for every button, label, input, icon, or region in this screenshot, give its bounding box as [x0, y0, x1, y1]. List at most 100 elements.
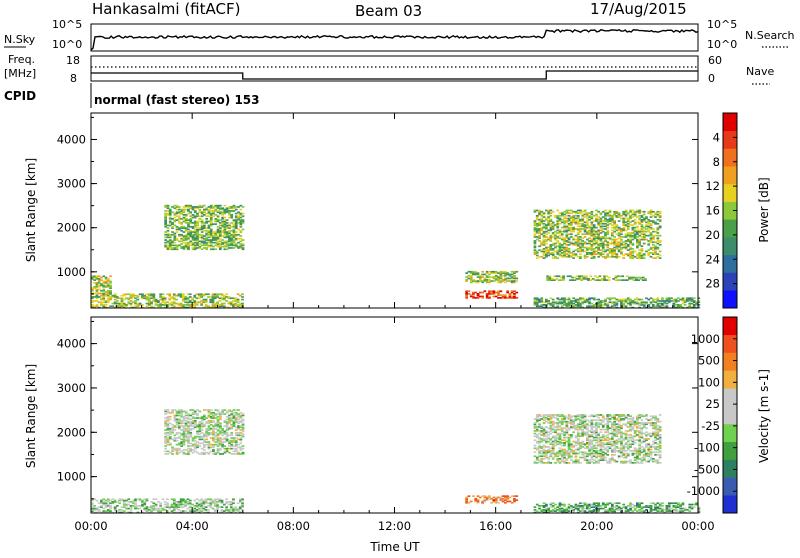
heatmap-cell	[210, 409, 213, 411]
heatmap-cell	[171, 439, 174, 441]
heatmap-cell	[591, 461, 594, 463]
heatmap-cell	[495, 271, 498, 273]
heatmap-cell	[597, 299, 600, 301]
heatmap-cell	[242, 219, 245, 221]
heatmap-cell	[622, 236, 625, 238]
heatmap-cell	[198, 500, 201, 502]
heatmap-cell	[511, 271, 514, 273]
heatmap-cell	[554, 233, 557, 235]
heatmap-cell	[536, 441, 539, 443]
heatmap-cell	[205, 213, 208, 215]
heatmap-cell	[196, 413, 199, 415]
heatmap-cell	[559, 421, 562, 423]
heatmap-cell	[189, 230, 192, 232]
heatmap-cell	[134, 297, 137, 299]
freq-panel-frame	[91, 56, 698, 81]
heatmap-cell	[228, 452, 231, 454]
heatmap-cell	[561, 297, 564, 299]
heatmap-cell	[164, 231, 167, 233]
heatmap-cell	[622, 438, 625, 440]
heatmap-cell	[550, 235, 553, 237]
heatmap-cell	[228, 435, 231, 437]
heatmap-cell	[205, 409, 208, 411]
heatmap-cell	[543, 216, 546, 218]
heatmap-cell	[595, 447, 598, 449]
heatmap-cell	[596, 279, 599, 281]
heatmap-cell	[561, 433, 564, 435]
heatmap-cell	[189, 205, 192, 207]
heatmap-cell	[228, 206, 231, 208]
heatmap-cell	[465, 279, 468, 281]
heatmap-cell	[141, 504, 144, 506]
heatmap-cell	[657, 219, 660, 221]
colorbar-swatch	[723, 237, 737, 255]
heatmap-cell	[130, 501, 133, 503]
heatmap-cell	[654, 216, 657, 218]
heatmap-cell	[235, 234, 238, 236]
heatmap-cell	[627, 421, 630, 423]
heatmap-cell	[187, 219, 190, 221]
heatmap-cell	[627, 418, 630, 420]
heatmap-cell	[187, 508, 190, 510]
heatmap-cell	[597, 417, 600, 419]
heatmap-cell	[547, 232, 550, 234]
heatmap-cell	[169, 217, 172, 219]
heatmap-cell	[581, 214, 584, 216]
heatmap-cell	[127, 297, 130, 299]
heatmap-cell	[167, 409, 170, 411]
heatmap-cell	[591, 297, 594, 299]
heatmap-cell	[223, 510, 226, 512]
heatmap-cell	[224, 217, 227, 219]
cpid-mode: normal (fast stereo) 153	[94, 93, 260, 107]
heatmap-cell	[602, 226, 605, 228]
heatmap-cell	[581, 223, 584, 225]
heatmap-cell	[645, 301, 648, 303]
heatmap-cell	[618, 450, 621, 452]
heatmap-cell	[486, 293, 489, 295]
heatmap-cell	[167, 225, 170, 227]
heatmap-cell	[568, 237, 571, 239]
heatmap-cell	[684, 304, 687, 306]
heatmap-cell	[579, 297, 582, 299]
heatmap-cell	[618, 455, 621, 457]
heatmap-cell	[620, 431, 623, 433]
heatmap-cell	[216, 501, 219, 503]
heatmap-cell	[171, 409, 174, 411]
heatmap-cell	[205, 417, 208, 419]
heatmap-cell	[619, 279, 622, 281]
heatmap-cell	[561, 222, 564, 224]
heatmap-cell	[116, 505, 119, 507]
heatmap-cell	[167, 230, 170, 232]
heatmap-cell	[551, 278, 554, 280]
heatmap-cell	[552, 226, 555, 228]
heatmap-cell	[622, 453, 625, 455]
heatmap-cell	[167, 416, 170, 418]
heatmap-cell	[647, 230, 650, 232]
heatmap-cell	[194, 210, 197, 212]
heatmap-cell	[189, 215, 192, 217]
heatmap-cell	[593, 215, 596, 217]
heatmap-cell	[632, 453, 635, 455]
heatmap-cell	[620, 239, 623, 241]
heatmap-cell	[540, 455, 543, 457]
heatmap-cell	[647, 243, 650, 245]
heatmap-cell	[171, 447, 174, 449]
heatmap-cell	[593, 439, 596, 441]
heatmap-cell	[100, 500, 103, 502]
heatmap-cell	[171, 453, 174, 455]
heatmap-cell	[563, 427, 566, 429]
heatmap-cell	[572, 450, 575, 452]
heatmap-cell	[549, 275, 552, 277]
heatmap-cell	[235, 209, 238, 211]
heatmap-cell	[558, 275, 561, 277]
heatmap-cell	[176, 448, 179, 450]
heatmap-cell	[214, 209, 217, 211]
heatmap-cell	[536, 297, 539, 299]
heatmap-cell	[620, 299, 623, 301]
heatmap-cell	[657, 297, 660, 299]
heatmap-cell	[629, 459, 632, 461]
heatmap-cell	[570, 216, 573, 218]
heatmap-cell	[486, 275, 489, 277]
heatmap-cell	[233, 245, 236, 247]
